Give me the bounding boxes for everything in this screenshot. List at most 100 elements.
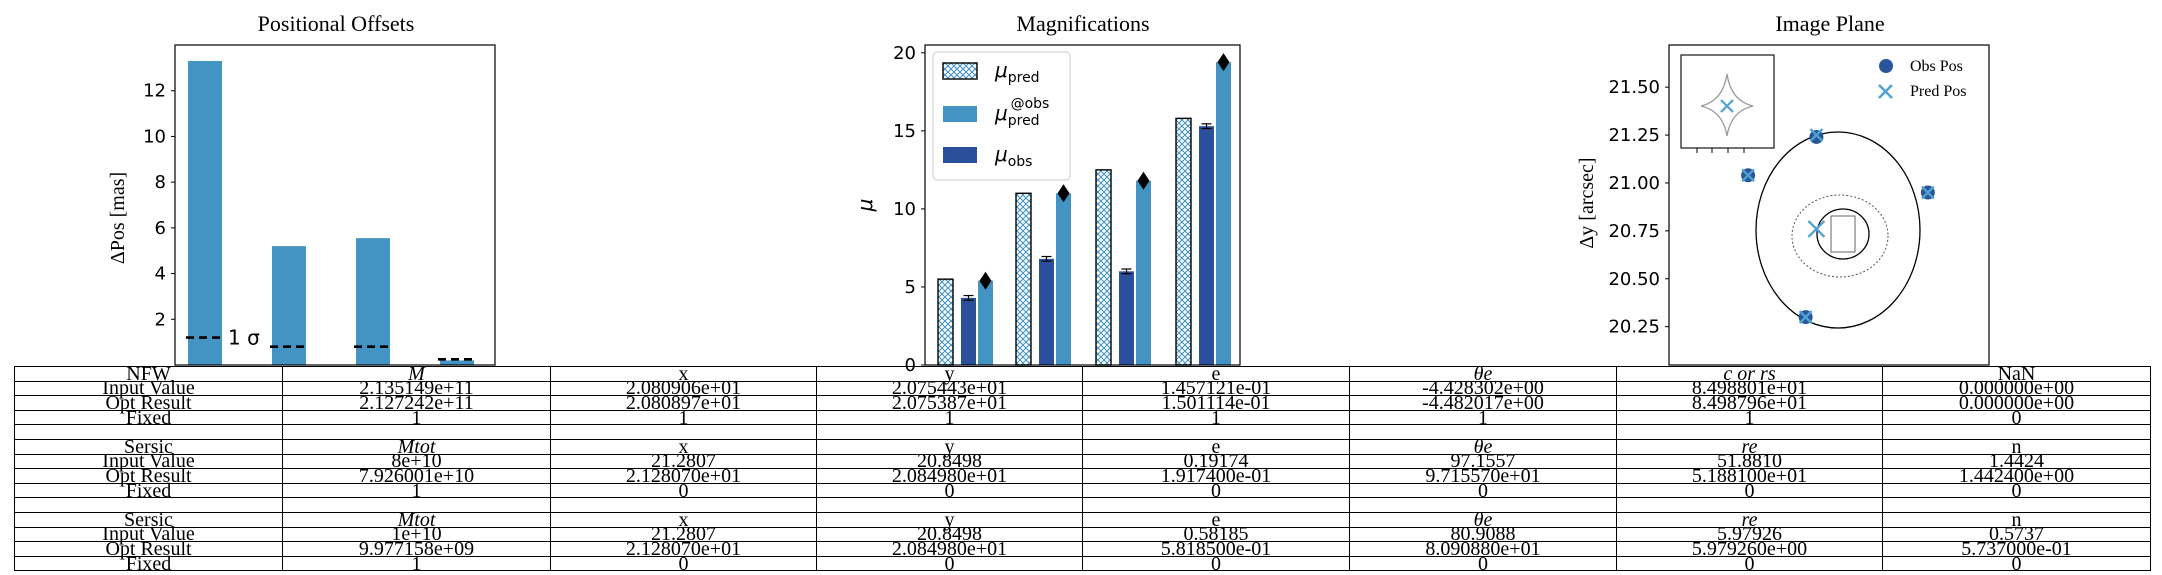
table-cell-text: 1: [411, 479, 422, 502]
table-cell: 1: [1616, 408, 1883, 428]
ytick-label: 21.50: [1608, 77, 1660, 98]
table-cell: 0: [816, 481, 1083, 501]
table-cell: 20.8498: [816, 524, 1083, 544]
table-cell-text: 1: [678, 406, 689, 429]
table-cell-text: 1: [411, 552, 422, 575]
table-cell-text: 2.075443e+01: [891, 377, 1008, 400]
ytick-label: 20: [893, 43, 916, 64]
mu-obs-bar: [961, 297, 976, 365]
table-cell-text: -4.482017e+00: [1422, 391, 1544, 414]
table-row: Fixed 1 0 0 0 0 0 0: [14, 552, 2151, 575]
mu-pred-bar: [1175, 117, 1192, 366]
legend-swatch-mu-pred-obs: [943, 106, 977, 122]
table-cell-text: 7.926001e+10: [358, 464, 475, 487]
table-cell-text: e: [1211, 508, 1221, 531]
table-cell: θe: [1349, 437, 1617, 457]
table-cell-text: Input Value: [102, 377, 195, 400]
legend-label-mu-pred: μpred: [994, 58, 1040, 86]
table-cell-text: e: [1211, 435, 1221, 458]
table-cell-text: 0: [678, 479, 689, 502]
table-cell: 0: [550, 552, 817, 575]
table-cell-text: 80.9088: [1450, 523, 1516, 546]
table-cell: 0: [550, 479, 817, 502]
table-cell-text: 0: [678, 552, 689, 575]
pred-pos-point: [1809, 128, 1824, 142]
ytick-label: 15: [893, 121, 916, 142]
table-cell-text: e: [1211, 362, 1221, 385]
image-plane-legend: Obs Pos Pred Pos: [1878, 58, 1966, 100]
table-cell-text: 0: [1211, 552, 1221, 575]
table-cell-text: 0: [1478, 479, 1488, 502]
image-plane-ylabel: Δy [arcsec]: [1576, 157, 1598, 248]
magnifications-marks: 0 5 10 15 20: [893, 43, 1231, 376]
positional-offsets-title: Positional Offsets: [258, 11, 415, 36]
legend-label-mu-obs: μobs: [994, 142, 1032, 170]
ytick-label: 20.75: [1608, 221, 1660, 242]
table-cell-text: 0: [1211, 479, 1221, 502]
table-cell: 0: [1882, 481, 2151, 501]
positional-offsets-frame: [174, 44, 496, 366]
table-cell-text: 2.080906e+01: [625, 377, 742, 400]
table-row-header: Opt Result: [14, 539, 283, 559]
table-cell: 2.127242e+11: [282, 391, 551, 414]
mu-pred-bar: [937, 278, 954, 366]
magnifications-ylabel: μ: [853, 199, 877, 213]
table-cell: -4.482017e+00: [1349, 391, 1617, 414]
table-cell-text: 2.084980e+01: [891, 464, 1008, 487]
table-cell-text: 8e+10: [391, 450, 442, 473]
magnifications-legend: μpred μpred@obs μobs: [932, 51, 1071, 181]
table-cell-text: Fixed: [125, 406, 172, 429]
offset-bar: [188, 61, 222, 365]
table-row: Opt Result 7.926001e+10 2.128070e+01 2.0849…: [14, 464, 2151, 487]
table-cell: 0.19174: [1082, 451, 1350, 471]
table-cell-text: Opt Result: [105, 391, 192, 414]
table-cell: 0: [1349, 552, 1617, 575]
table-cell-text: 2.075387e+01: [891, 391, 1008, 414]
table-cell-text: 20.8498: [917, 450, 982, 473]
table-row-header: Sersic: [14, 510, 283, 530]
table-cell: 1: [1349, 406, 1617, 429]
caustic-dotted: [1791, 194, 1889, 278]
table-cell: 8.498801e+01: [1616, 377, 1883, 400]
ytick-label: 2: [155, 309, 166, 330]
ytick-label: 20.50: [1608, 269, 1660, 290]
table-cell-text: 2.135149e+11: [359, 377, 474, 400]
ytick-label: 5: [905, 277, 916, 298]
ytick-label: 6: [155, 218, 166, 239]
table-cell-text: 9.715570e+01: [1425, 464, 1541, 487]
table-cell-text: 1: [1211, 406, 1221, 429]
sigma-label: 1 σ: [228, 326, 260, 350]
table-cell-text: 0.000000e+00: [1958, 377, 2075, 400]
table-cell: 1: [816, 408, 1083, 428]
table-cell-text: Input Value: [102, 450, 195, 473]
zoom-indicator-box: [1830, 215, 1856, 253]
table-cell: 5.818500e-01: [1082, 539, 1350, 559]
table-cell-text: 2.127242e+11: [359, 391, 474, 414]
table-cell-text: 21.2807: [651, 450, 716, 473]
table-cell: 0.58185: [1082, 523, 1350, 546]
table-cell-text: y: [944, 362, 955, 385]
legend-pred-pos-label: Pred Pos: [1910, 83, 1966, 100]
legend-swatch-mu-obs: [943, 147, 977, 163]
table-row: Input Value 2.135149e+11 2.080906e+01 2.075…: [14, 377, 2151, 400]
table-cell-text: Fixed: [125, 552, 172, 575]
table-cell-text: θe: [1473, 508, 1493, 531]
mu-pred-at-obs-diamond: [1057, 184, 1070, 203]
table-cell-text: 1: [1478, 406, 1488, 429]
table-cell-text: 0: [1478, 552, 1488, 575]
table-cell: 21.2807: [550, 450, 817, 473]
critical-curve-outer: [1755, 131, 1921, 329]
table-cell-text: x: [678, 508, 689, 531]
table-cell-text: 0.58185: [1183, 523, 1249, 546]
mu-obs-bar: [1119, 271, 1134, 365]
positional-offsets-marks: 1 σ 2 4 6 8 10 12: [143, 61, 476, 365]
table-cell-text: NaN: [1997, 362, 2036, 385]
table-row: Input Value 1e+10 21.2807 20.8498 0.58185 80.…: [14, 523, 2151, 546]
table-cell: 0: [1082, 479, 1350, 502]
table-cell-text: 8.498801e+01: [1691, 377, 1808, 400]
table-cell-text: 1.4424: [1989, 450, 2044, 473]
ytick-label: 21.00: [1608, 173, 1660, 194]
table-cell-text: θe: [1473, 362, 1493, 385]
table-cell-text: 0.5737: [1989, 523, 2044, 546]
offset-bar: [440, 360, 474, 365]
